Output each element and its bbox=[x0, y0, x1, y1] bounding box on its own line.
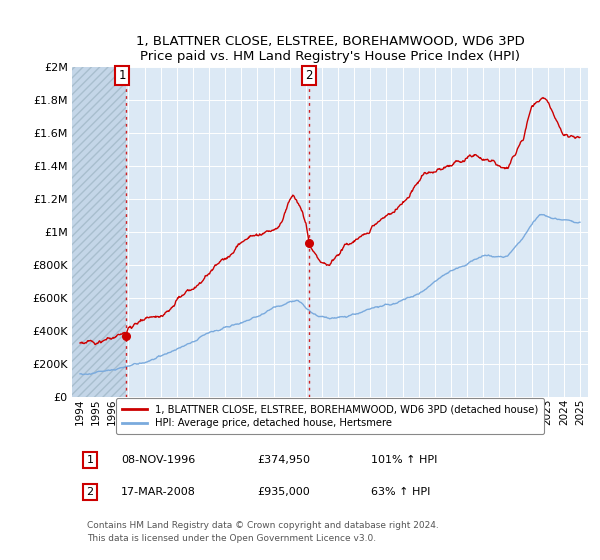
Title: 1, BLATTNER CLOSE, ELSTREE, BOREHAMWOOD, WD6 3PD
Price paid vs. HM Land Registry: 1, BLATTNER CLOSE, ELSTREE, BOREHAMWOOD,… bbox=[136, 35, 524, 63]
Text: 08-NOV-1996: 08-NOV-1996 bbox=[121, 455, 195, 465]
Text: 1: 1 bbox=[118, 69, 126, 82]
Text: £935,000: £935,000 bbox=[258, 487, 311, 497]
Text: 17-MAR-2008: 17-MAR-2008 bbox=[121, 487, 196, 497]
Text: 2: 2 bbox=[86, 487, 94, 497]
Text: 63% ↑ HPI: 63% ↑ HPI bbox=[371, 487, 431, 497]
Bar bbox=[72, 67, 126, 398]
Text: 1: 1 bbox=[86, 455, 94, 465]
Legend: 1, BLATTNER CLOSE, ELSTREE, BOREHAMWOOD, WD6 3PD (detached house), HPI: Average : 1, BLATTNER CLOSE, ELSTREE, BOREHAMWOOD,… bbox=[116, 398, 544, 435]
Text: Contains HM Land Registry data © Crown copyright and database right 2024.
This d: Contains HM Land Registry data © Crown c… bbox=[88, 521, 439, 543]
Text: 101% ↑ HPI: 101% ↑ HPI bbox=[371, 455, 437, 465]
Text: 2: 2 bbox=[305, 69, 313, 82]
Text: £374,950: £374,950 bbox=[258, 455, 311, 465]
